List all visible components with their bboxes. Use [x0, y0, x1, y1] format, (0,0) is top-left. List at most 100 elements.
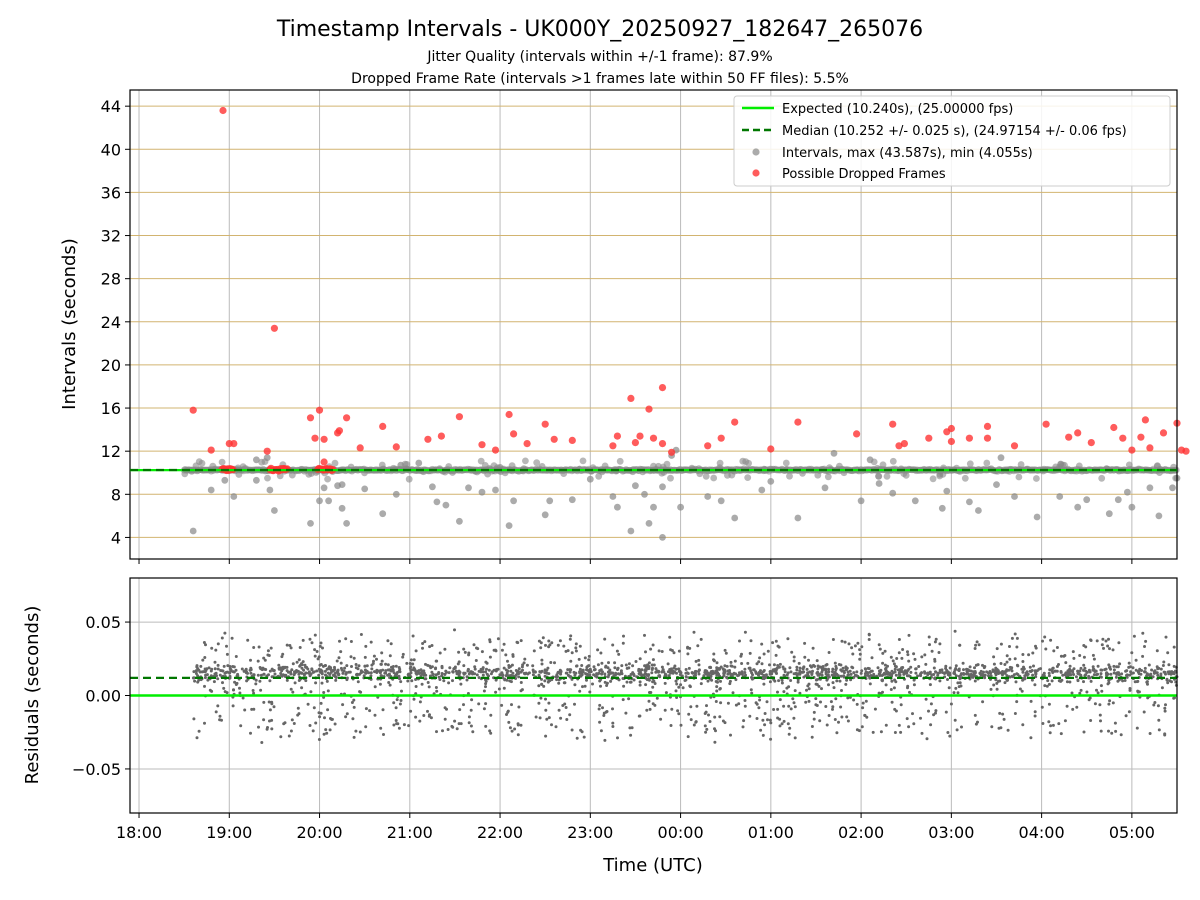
- residual-point: [750, 671, 754, 675]
- residual-point: [852, 698, 856, 702]
- interval-outlier-point: [320, 484, 328, 492]
- residual-point: [677, 685, 681, 689]
- residual-point: [890, 669, 894, 673]
- residual-point: [892, 662, 896, 666]
- residual-point: [345, 712, 349, 716]
- residual-point: [958, 643, 962, 647]
- residual-point: [334, 678, 338, 682]
- residual-point: [758, 670, 762, 674]
- x-tick-label: 01:00: [748, 823, 794, 842]
- residual-point: [1000, 671, 1004, 674]
- residual-point: [1014, 680, 1018, 684]
- residual-point: [1099, 668, 1103, 672]
- interval-outlier-point: [1011, 493, 1018, 500]
- residual-point: [839, 663, 843, 667]
- residual-point: [860, 725, 864, 729]
- residual-point: [452, 666, 456, 670]
- residual-point: [782, 719, 786, 723]
- residual-point: [386, 663, 390, 667]
- residual-point: [369, 671, 373, 675]
- interval-outlier-point: [857, 497, 865, 505]
- residual-point: [1083, 674, 1087, 677]
- residual-point: [1084, 645, 1088, 649]
- residual-point: [718, 715, 722, 719]
- intervals-y-tick-label: 16: [101, 399, 121, 418]
- residual-point: [638, 657, 642, 661]
- residual-point: [738, 639, 741, 643]
- residual-point: [1118, 662, 1122, 666]
- residual-point: [1104, 639, 1108, 643]
- residual-point: [1096, 664, 1100, 668]
- residual-point: [467, 715, 471, 719]
- residual-point: [1013, 657, 1017, 661]
- residual-point: [285, 643, 289, 647]
- residual-point: [1002, 717, 1006, 721]
- residual-point: [597, 671, 601, 675]
- residual-point: [807, 658, 810, 662]
- residual-point: [588, 690, 592, 694]
- residual-point: [687, 666, 691, 670]
- interval-outlier-point: [465, 484, 472, 492]
- residual-point: [349, 640, 353, 643]
- residual-point: [381, 708, 385, 712]
- residual-point: [1034, 672, 1038, 676]
- residual-point: [911, 712, 914, 716]
- residual-point: [952, 691, 956, 695]
- dropped-frame-point: [320, 458, 328, 466]
- residual-point: [587, 658, 591, 662]
- residual-point: [574, 671, 578, 675]
- residual-point: [325, 679, 329, 683]
- residual-point: [999, 642, 1003, 646]
- residual-point: [392, 671, 396, 675]
- residual-point: [218, 714, 222, 718]
- residual-point: [649, 647, 653, 651]
- dropped-frame-point: [1141, 416, 1149, 424]
- interval-point: [879, 461, 887, 469]
- residual-point: [1065, 704, 1069, 708]
- residual-point: [507, 674, 511, 678]
- residual-point: [489, 672, 493, 676]
- residual-point: [878, 670, 882, 674]
- residual-point: [896, 668, 900, 672]
- residual-point: [1130, 651, 1134, 655]
- dropped-frame-point: [631, 439, 640, 447]
- residual-point: [324, 664, 327, 667]
- intervals-y-tick-label: 20: [101, 356, 121, 375]
- residual-point: [1096, 691, 1100, 695]
- residual-point: [495, 668, 499, 671]
- residual-point: [1064, 672, 1068, 676]
- residual-point: [335, 659, 339, 663]
- residual-point: [914, 667, 918, 671]
- residual-point: [705, 727, 709, 731]
- interval-point: [836, 462, 843, 470]
- residual-point: [818, 665, 822, 669]
- residual-point: [411, 662, 415, 666]
- residual-point: [845, 715, 849, 719]
- residual-point: [659, 717, 663, 721]
- residual-point: [1047, 682, 1051, 686]
- residual-point: [341, 703, 345, 707]
- residual-point: [1088, 676, 1092, 680]
- residual-point: [575, 736, 579, 740]
- residual-point: [257, 725, 260, 729]
- residual-point: [538, 670, 542, 674]
- residual-point: [621, 698, 625, 702]
- interval-outlier-point: [568, 496, 576, 504]
- residual-point: [900, 656, 904, 660]
- residual-point: [1106, 644, 1110, 648]
- residual-point: [357, 664, 361, 668]
- residual-point: [544, 643, 547, 647]
- residual-point: [380, 659, 384, 663]
- residual-point: [322, 691, 326, 694]
- residual-point: [223, 631, 227, 635]
- interval-outlier-point: [361, 485, 369, 493]
- dropped-frame-point: [568, 436, 576, 444]
- interval-outlier-point: [975, 507, 982, 514]
- residual-point: [422, 673, 426, 677]
- residual-point: [1091, 665, 1095, 669]
- residual-point: [543, 671, 547, 675]
- residual-point: [747, 666, 751, 670]
- interval-outlier-point: [316, 497, 323, 505]
- residual-point: [690, 671, 694, 675]
- residual-point: [650, 668, 654, 671]
